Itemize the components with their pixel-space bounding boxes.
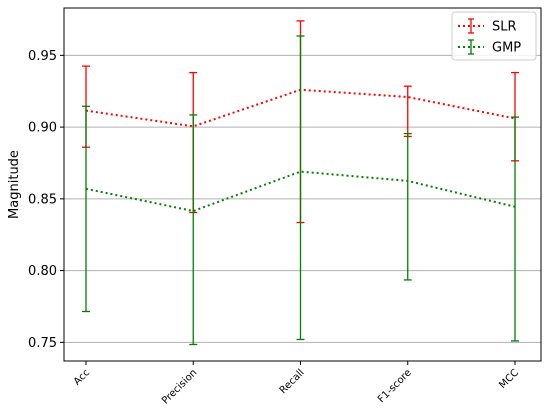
x-tick-label: F1-score <box>376 367 414 405</box>
y-tick-label: 0.75 <box>28 336 57 351</box>
y-tick-label: 0.95 <box>28 49 57 64</box>
y-axis-label: Magnitude <box>7 150 22 219</box>
grid-lines <box>64 54 541 343</box>
x-tick-label: Acc <box>72 367 92 387</box>
y-tick-label: 0.80 <box>28 264 57 279</box>
legend-label: SLR <box>492 20 517 35</box>
y-axis-ticks: 0.75 0.80 0.85 0.90 0.95 <box>28 49 64 351</box>
series-layer <box>82 20 519 346</box>
x-tick-label: Precision <box>160 367 199 406</box>
x-tick-label: MCC <box>497 367 521 391</box>
legend-label: GMP <box>492 41 521 56</box>
y-tick-label: 0.90 <box>28 121 57 136</box>
legend-item-slr: SLR <box>458 18 517 35</box>
plot-frame <box>63 7 542 362</box>
series-gmp <box>82 35 519 346</box>
y-tick-label: 0.85 <box>28 192 57 207</box>
x-axis-ticks: Acc Precision Recall F1-score MCC <box>72 361 521 407</box>
legend: SLR GMP <box>451 11 537 61</box>
legend-item-gmp: GMP <box>458 39 521 56</box>
x-tick-label: Recall <box>278 367 307 396</box>
